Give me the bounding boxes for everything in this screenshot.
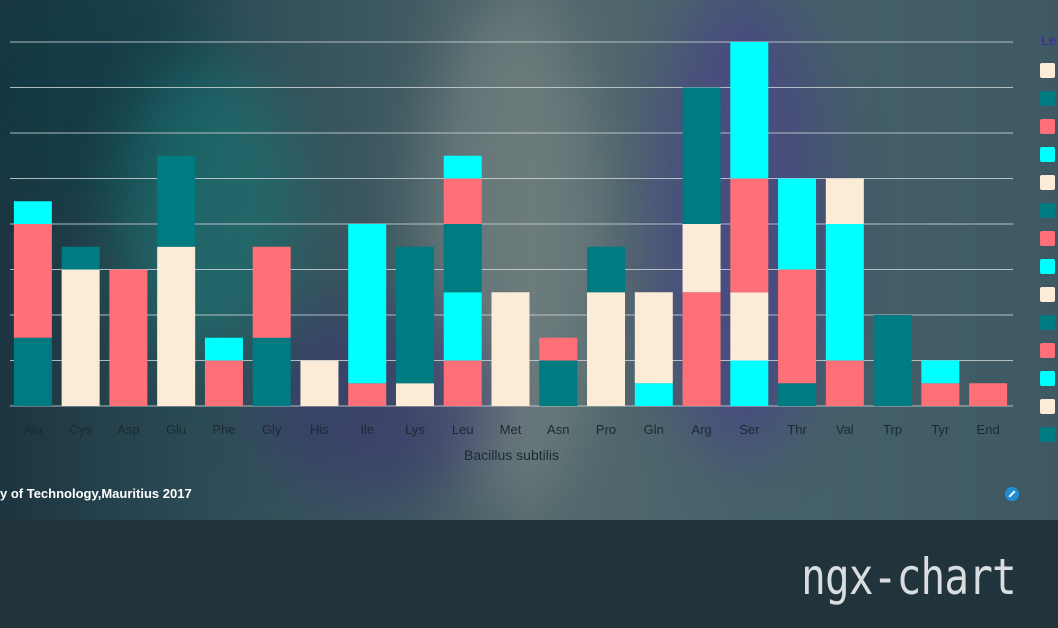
bar-segment — [969, 383, 1008, 406]
legend-swatch — [1040, 231, 1055, 246]
bar-segment — [539, 337, 578, 361]
x-tick-label: Leu — [452, 422, 474, 437]
bar-segment — [730, 292, 769, 361]
brand-title: ngx-chart — [801, 548, 1017, 606]
x-tick-label: Ser — [739, 422, 760, 437]
legend-swatch — [1040, 119, 1055, 134]
x-tick-label: Arg — [691, 422, 711, 437]
bar-segment — [634, 383, 673, 406]
bar-segment — [778, 383, 817, 406]
x-tick-label: Lys — [405, 422, 425, 437]
bar-segment — [61, 269, 100, 406]
stacked-bar-chart: Ala Cys Asp Glu Phe Gly His Ile Lys Leu Met Asn Pro G… — [10, 41, 1055, 463]
bar-segment — [395, 383, 434, 406]
x-tick-label: Gln — [644, 422, 664, 437]
bar-segment — [204, 360, 243, 406]
bar-segment — [13, 337, 52, 406]
x-tick-label: Val — [836, 422, 854, 437]
bar-segment — [252, 337, 291, 406]
bar-segment — [300, 360, 339, 406]
bar-segment — [730, 42, 769, 179]
legend-swatch — [1040, 287, 1055, 302]
bar-segment — [634, 292, 673, 384]
bar-segment — [395, 246, 434, 384]
x-tick-label: Phe — [212, 422, 235, 437]
x-tick-label: Asn — [547, 422, 569, 437]
bar-segment — [157, 155, 196, 247]
x-tick-label: Pro — [596, 422, 616, 437]
x-tick-label: Met — [500, 422, 522, 437]
x-tick-label: End — [977, 422, 1000, 437]
bar-segment — [682, 292, 721, 406]
x-axis-label: Bacillus subtilis — [464, 447, 559, 463]
bar-segment — [443, 178, 482, 224]
bar-segment — [921, 360, 960, 384]
x-tick-label: Ile — [360, 422, 374, 437]
bar-segment — [539, 360, 578, 406]
legend-title: Le — [1041, 32, 1057, 48]
credit-text: y of Technology,Mauritius 2017 — [0, 486, 192, 501]
x-tick-label: Cys — [69, 422, 92, 437]
bar-segment — [730, 360, 769, 406]
legend-swatch — [1040, 399, 1055, 414]
x-tick-label: Glu — [166, 422, 186, 437]
bar-segment — [443, 360, 482, 406]
bar-segment — [13, 201, 52, 224]
legend-swatch — [1040, 427, 1055, 442]
bar-segment — [825, 178, 864, 224]
bar-segment — [443, 292, 482, 361]
x-tick-label: Ala — [23, 422, 43, 437]
x-tick-label: Trp — [883, 422, 902, 437]
legend-swatch — [1040, 91, 1055, 106]
legend-swatch — [1040, 343, 1055, 358]
legend-swatch — [1040, 315, 1055, 330]
legend-swatch — [1040, 175, 1055, 190]
x-tick-label: Asp — [117, 422, 139, 437]
bar-segment — [204, 337, 243, 361]
x-tick-label: Tyr — [931, 422, 950, 437]
bar-segment — [491, 292, 530, 406]
link-icon[interactable] — [1005, 487, 1019, 501]
bar-segment — [443, 155, 482, 179]
bar-segment — [587, 292, 626, 406]
bar-segment — [13, 224, 52, 338]
bar-segment — [778, 269, 817, 384]
footer-band — [0, 520, 1058, 628]
x-tick-label: Gly — [262, 422, 282, 437]
x-tick-label: Thr — [787, 422, 807, 437]
bar-segment — [109, 269, 148, 406]
bar-segment — [348, 224, 387, 384]
bar-segment — [682, 224, 721, 293]
bar-segment — [778, 178, 817, 270]
bar-segment — [587, 246, 626, 293]
legend-swatch — [1040, 147, 1055, 162]
bar-segment — [730, 178, 769, 293]
legend-swatch — [1040, 203, 1055, 218]
bar-segment — [443, 224, 482, 293]
bar-segment — [61, 246, 100, 270]
bar-segment — [873, 315, 912, 406]
legend-swatch — [1040, 371, 1055, 386]
bar-segment — [921, 383, 960, 406]
bar-segment — [252, 246, 291, 338]
bar-segment — [157, 246, 196, 406]
x-tick-label: His — [310, 422, 329, 437]
legend-swatch — [1040, 259, 1055, 274]
bar-segment — [682, 87, 721, 224]
bar-segment — [348, 383, 387, 406]
bar-segment — [825, 224, 864, 361]
bar-segment — [825, 360, 864, 406]
legend-swatch — [1040, 63, 1055, 78]
